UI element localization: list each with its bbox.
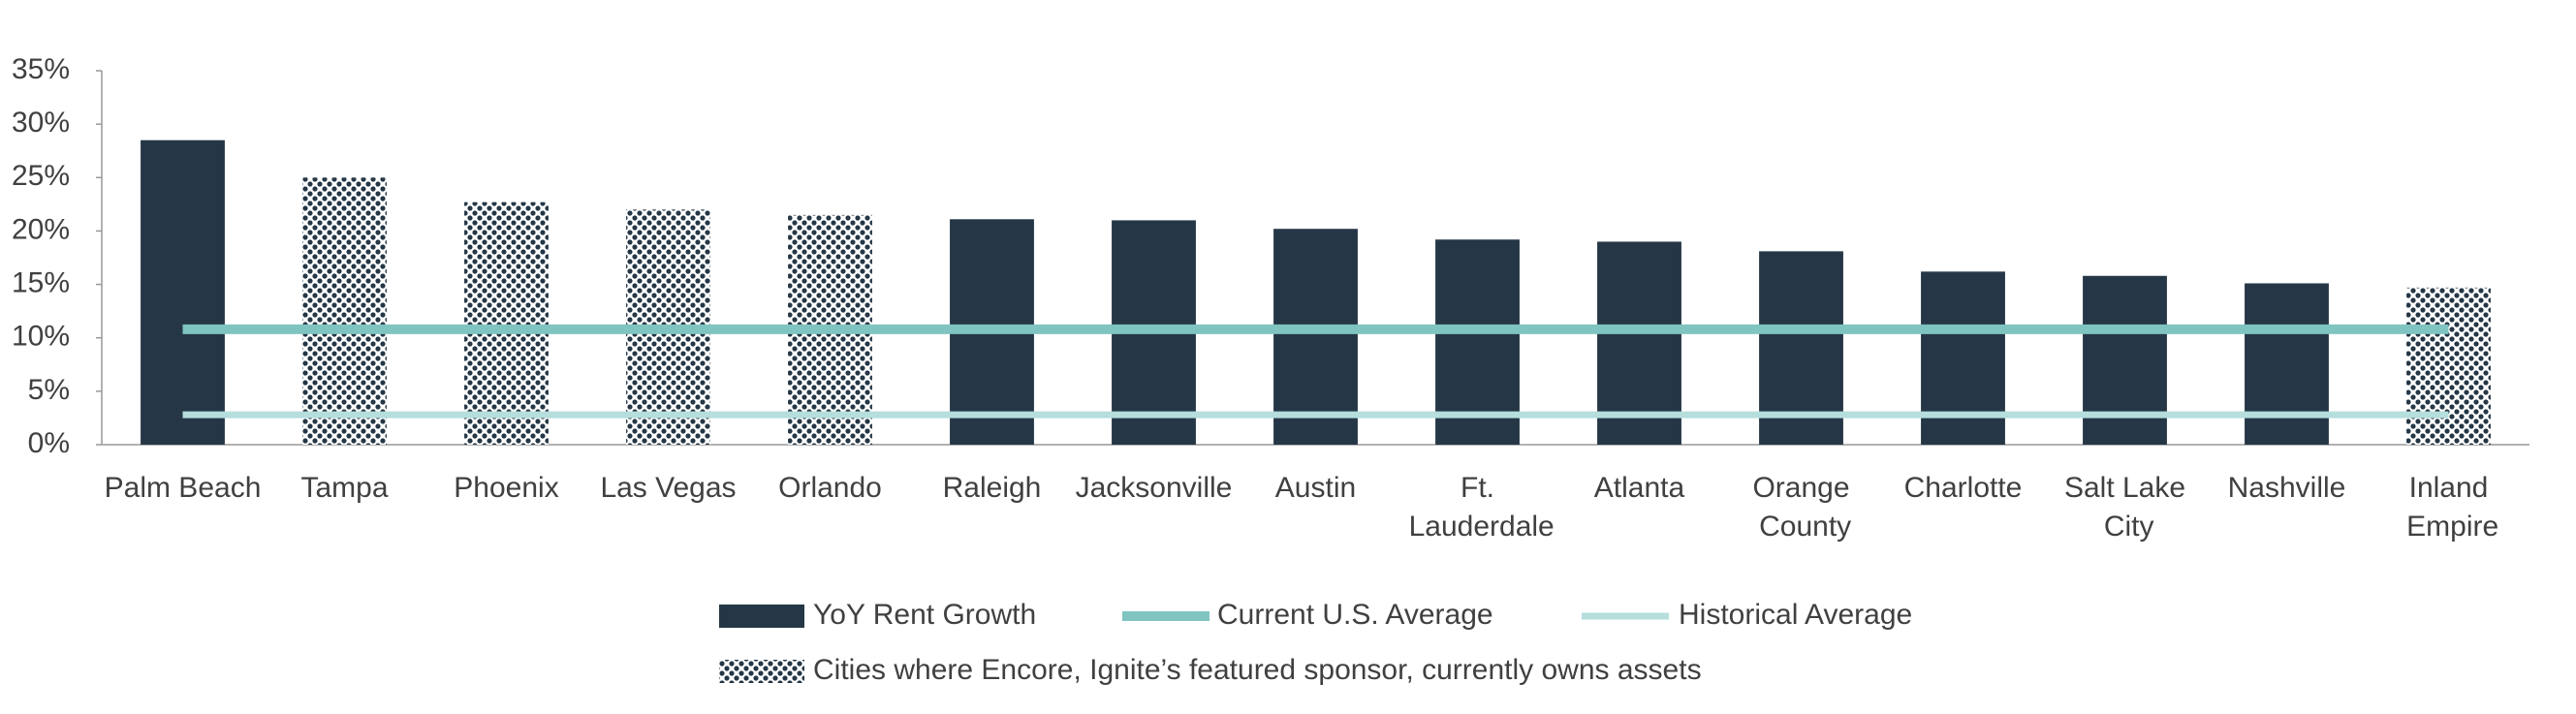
- x-tick-label: Atlanta: [1594, 472, 1685, 504]
- legend-label: Cities where Encore, Ignite’s featured s…: [813, 654, 1702, 686]
- legend-swatch: [719, 605, 804, 628]
- bar: [2083, 275, 2167, 445]
- x-tick-label: Ft. Lauderdale: [1400, 472, 1554, 543]
- x-tick-label: Inland Empire: [2399, 472, 2498, 543]
- bar: [2245, 283, 2329, 445]
- bar: [1435, 239, 1520, 445]
- legend-swatch: [719, 660, 804, 683]
- bar: [302, 177, 387, 446]
- legend-label: Current U.S. Average: [1217, 599, 1493, 631]
- bar: [464, 202, 549, 445]
- bar: [2406, 287, 2491, 445]
- y-tick-label: 10%: [12, 321, 70, 353]
- x-tick-label: Palm Beach: [105, 472, 262, 504]
- y-tick-label: 15%: [12, 266, 70, 298]
- legend-label: YoY Rent Growth: [813, 599, 1036, 631]
- y-tick-label: 5%: [28, 374, 70, 406]
- x-tick-label: Orlando: [778, 472, 882, 504]
- bar: [1273, 229, 1358, 445]
- x-tick-label: Salt Lake City: [2064, 472, 2185, 543]
- legend-label: Historical Average: [1679, 599, 1912, 631]
- x-tick-label: Nashville: [2228, 472, 2346, 504]
- bar: [1597, 241, 1681, 445]
- x-tick-label: Austin: [1275, 472, 1356, 504]
- y-tick-label: 0%: [28, 427, 70, 459]
- x-tick-label: Orange County: [1751, 472, 1851, 543]
- x-tick-label: Las Vegas: [600, 472, 736, 504]
- y-tick-label: 35%: [12, 53, 70, 85]
- x-tick-label: Raleigh: [943, 472, 1042, 504]
- y-tick-label: 25%: [12, 160, 70, 192]
- y-tick-label: 20%: [12, 213, 70, 245]
- x-tick-label: Tampa: [300, 472, 388, 504]
- x-tick-label: Charlotte: [1904, 472, 2023, 504]
- bar: [141, 140, 225, 445]
- y-tick-label: 30%: [12, 107, 70, 139]
- bar: [1921, 271, 2005, 445]
- x-tick-label: Phoenix: [454, 472, 558, 504]
- x-tick-label: Jacksonville: [1076, 472, 1233, 504]
